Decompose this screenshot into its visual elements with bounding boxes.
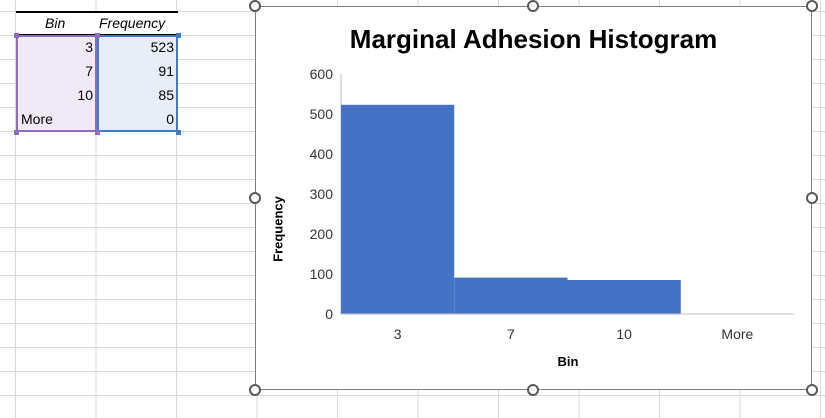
bin-cell[interactable]: More: [21, 111, 53, 127]
histogram-chart[interactable]: Marginal Adhesion Histogram Frequency Bi…: [255, 6, 812, 390]
y-tick-label: 600: [309, 66, 333, 82]
bin-column-header[interactable]: Bin: [45, 15, 66, 31]
histogram-bar[interactable]: [341, 104, 455, 314]
chart-resize-handle[interactable]: [249, 384, 261, 396]
chart-resize-handle[interactable]: [806, 0, 818, 12]
frequency-cell[interactable]: 85: [158, 87, 174, 103]
frequency-column-header[interactable]: Frequency: [99, 15, 166, 31]
frequency-range-selection[interactable]: [97, 35, 178, 132]
chart-title[interactable]: Marginal Adhesion Histogram: [349, 24, 718, 54]
plot-area[interactable]: [256, 7, 813, 391]
chart-resize-handle[interactable]: [249, 0, 261, 12]
table-header-row: Bin Frequency: [16, 11, 178, 35]
y-tick-label: 200: [309, 226, 333, 242]
histogram-bar[interactable]: [454, 277, 568, 314]
y-tick-label: 500: [309, 106, 333, 122]
frequency-cell[interactable]: 0: [166, 111, 174, 127]
bin-cell[interactable]: 10: [77, 87, 93, 103]
bin-selection-handle[interactable]: [95, 33, 100, 38]
x-tick-label: 10: [616, 326, 632, 342]
x-tick-label: More: [721, 326, 754, 342]
bin-selection-handle[interactable]: [95, 130, 100, 135]
bin-selection-handle[interactable]: [14, 130, 19, 135]
y-tick-label: 100: [309, 266, 333, 282]
y-tick-label: 300: [309, 186, 333, 202]
frequency-cell[interactable]: 523: [150, 39, 174, 55]
frequency-selection-handle[interactable]: [176, 33, 181, 38]
bin-cell[interactable]: 3: [85, 39, 93, 55]
chart-resize-handle[interactable]: [249, 192, 261, 204]
chart-resize-handle[interactable]: [527, 384, 539, 396]
chart-resize-handle[interactable]: [527, 0, 539, 12]
frequency-cell[interactable]: 91: [158, 63, 174, 79]
chart-resize-handle[interactable]: [806, 384, 818, 396]
bin-cell[interactable]: 7: [85, 63, 93, 79]
x-tick-label: 3: [393, 326, 402, 342]
chart-resize-handle[interactable]: [806, 192, 818, 204]
frequency-selection-handle[interactable]: [176, 130, 181, 135]
x-axis-title[interactable]: Bin: [557, 354, 579, 369]
y-tick-label: 0: [325, 306, 333, 322]
x-tick-label: 7: [506, 326, 515, 342]
histogram-bar[interactable]: [567, 280, 681, 314]
bin-range-selection[interactable]: [16, 35, 97, 132]
bin-selection-handle[interactable]: [14, 33, 19, 38]
y-tick-label: 400: [309, 146, 333, 162]
